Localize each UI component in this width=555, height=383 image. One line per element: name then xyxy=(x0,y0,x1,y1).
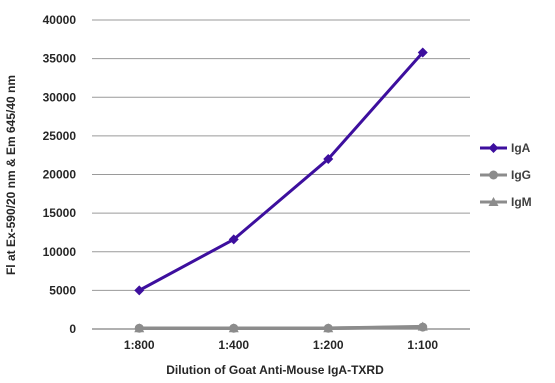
legend-marker-iga xyxy=(488,143,499,153)
data-point-iga xyxy=(417,47,428,58)
y-axis-label: Fl at Ex-590/20 nm & Em 645/40 nm xyxy=(4,75,18,275)
legend-marker-igg xyxy=(489,170,498,180)
y-tick-label: 10000 xyxy=(43,245,77,259)
legend-marker-igm xyxy=(488,197,499,206)
series-lines xyxy=(134,47,428,333)
y-tick-label: 25000 xyxy=(43,129,77,143)
x-tick-label: 1:800 xyxy=(124,338,155,352)
legend-item-igm: IgM xyxy=(480,195,532,209)
x-tick-label: 1:400 xyxy=(218,338,249,352)
gridlines xyxy=(92,19,470,330)
series-line-igg xyxy=(139,325,423,330)
series-line-iga xyxy=(138,51,424,292)
data-point-igg xyxy=(229,323,239,333)
data-point-iga xyxy=(134,285,145,296)
data-point-igg xyxy=(418,322,428,332)
y-tick-label: 30000 xyxy=(43,90,77,104)
data-point-igg xyxy=(134,323,144,333)
legend-item-igg: IgG xyxy=(480,168,531,182)
x-axis-label: Dilution of Goat Anti-Mouse IgA-TXRD xyxy=(166,363,384,377)
y-tick-label: 35000 xyxy=(43,52,77,66)
data-point-igg xyxy=(323,323,333,333)
legend-item-iga: IgA xyxy=(480,141,531,155)
y-tick-label: 40000 xyxy=(43,13,77,27)
y-tick-label: 0 xyxy=(69,322,76,336)
x-tick-labels: 1:800 1:400 1:200 1:100 xyxy=(124,338,439,352)
legend-label-iga: IgA xyxy=(511,141,531,155)
x-tick-label: 1:100 xyxy=(407,338,438,352)
data-point-iga xyxy=(323,154,334,165)
y-tick-label: 20000 xyxy=(43,168,77,182)
data-point-iga xyxy=(228,234,239,245)
y-tick-labels: 0 5000 10000 15000 20000 25000 30000 35000 40000 xyxy=(43,13,77,336)
y-tick-label: 15000 xyxy=(43,206,77,220)
legend: IgA IgG IgM xyxy=(480,141,532,209)
legend-label-igg: IgG xyxy=(511,168,531,182)
y-tick-label: 5000 xyxy=(49,283,76,297)
x-tick-label: 1:200 xyxy=(313,338,344,352)
legend-label-igm: IgM xyxy=(511,195,532,209)
